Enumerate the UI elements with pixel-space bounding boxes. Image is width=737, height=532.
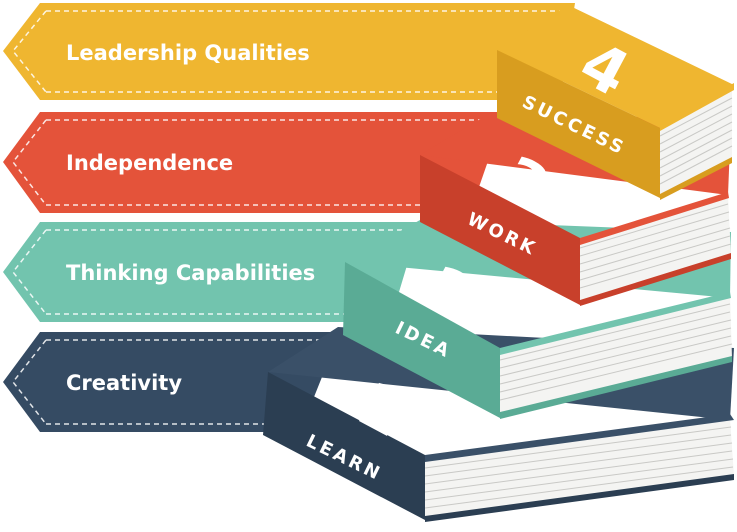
banner-creativity: Creativity <box>3 332 340 432</box>
banner-dashed-border-4 <box>12 339 330 425</box>
book-3-back-edge <box>580 253 731 306</box>
book-4-back-edge <box>660 157 732 200</box>
banner-label-1: Leadership Qualities <box>66 41 310 65</box>
book-3-cover-edge <box>580 192 729 245</box>
banner-arrow-1 <box>3 3 575 100</box>
banner-independence: Independence <box>3 112 505 213</box>
banner-dashed-border-2 <box>12 119 495 206</box>
book-success: 4 SUCCESS <box>497 5 734 200</box>
banner-label-3: Thinking Capabilities <box>66 261 315 285</box>
banner-label-2: Independence <box>66 151 233 175</box>
book-1-pages <box>425 418 734 518</box>
banner-label-4: Creativity <box>66 371 182 395</box>
book-2-spine <box>343 262 500 418</box>
book-2-pages <box>500 295 732 412</box>
banner-dashed-border-3 <box>12 229 410 315</box>
book-3-pages <box>580 195 731 300</box>
banner-arrow-4 <box>3 332 340 432</box>
banner-thinking-capabilities: Thinking Capabilities <box>3 222 420 322</box>
banner-arrow-3 <box>3 222 420 322</box>
book-1-cover-edge <box>425 414 734 462</box>
book-1-spine <box>263 372 425 520</box>
book-2-back-edge <box>500 356 732 419</box>
book-4-top-cover <box>497 5 734 128</box>
banner-arrow-2 <box>3 112 505 213</box>
banner-leadership-qualities: Leadership Qualities <box>3 3 575 100</box>
book-2-cover-edge <box>500 292 731 355</box>
book-1-back-edge <box>425 474 734 522</box>
book-4-cover-edge <box>660 83 734 131</box>
book-4-pages <box>660 90 732 198</box>
banner-dashed-border-1 <box>12 10 560 93</box>
book-3-spine <box>420 155 580 305</box>
book-4-spine <box>497 50 660 198</box>
